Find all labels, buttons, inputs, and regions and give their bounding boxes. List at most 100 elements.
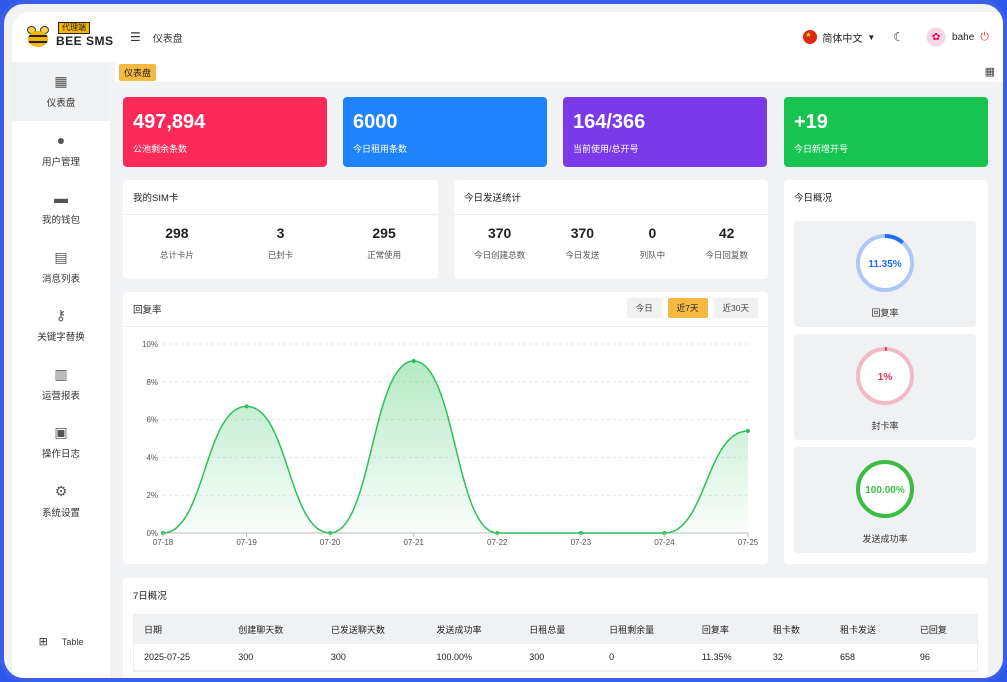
- column-header: 日期: [134, 615, 229, 644]
- table-cell: 32: [762, 644, 830, 671]
- sidebar-item-label: 仪表盘: [46, 98, 76, 110]
- username[interactable]: bahe: [952, 31, 975, 43]
- menu-toggle-icon[interactable]: ☰: [130, 30, 141, 44]
- stat-value: +19: [794, 111, 828, 133]
- stat-value: 497,894: [133, 111, 206, 133]
- column-header: 发送成功率: [426, 615, 520, 644]
- kpi-sent: 370 今日发送: [565, 225, 600, 260]
- reply-rate-panel: 回复率 今日 近7天 近30天 0% 2% 4% 6% 8% 10% 07-18 07-19 0…: [123, 292, 768, 564]
- table-cell: 300: [519, 644, 600, 671]
- sidebar-item-users[interactable]: ● 用户管理: [12, 121, 110, 180]
- reply-rate-chart: 0% 2% 4% 6% 8% 10% 07-18 07-19 07-20 07-21 07-22 07…: [142, 340, 759, 547]
- y-tick-label: 4%: [146, 453, 158, 462]
- ring-reply-rate: 11.35% 回复率: [794, 221, 976, 327]
- sidebar-item-label: 消息列表: [41, 273, 80, 285]
- sidebar-item-reports[interactable]: ▥ 运营报表: [12, 355, 110, 414]
- y-tick-label: 8%: [146, 378, 158, 387]
- language-select[interactable]: 简体中文: [822, 33, 863, 45]
- caret-down-icon[interactable]: ▼: [867, 32, 876, 42]
- panel-title: 我的SIM卡: [123, 180, 438, 215]
- range-today-button[interactable]: 今日: [626, 298, 662, 318]
- sidebar-item-label: 用户管理: [41, 156, 80, 168]
- sidebar-item-dashboard[interactable]: ▦ 仪表盘: [12, 62, 110, 121]
- sidebar-item-label: 运营报表: [41, 390, 80, 402]
- range-30d-button[interactable]: 近30天: [713, 298, 758, 318]
- ring-value: 11.35%: [868, 259, 901, 270]
- stat-card-pool: 497,894 公池剩余条数: [123, 97, 327, 167]
- column-header: 日租总量: [519, 615, 600, 644]
- stat-label: 今日新增开号: [794, 144, 849, 154]
- logo[interactable]: 代理端 BEE SMS: [26, 22, 122, 52]
- send-stats-panel: 今日发送统计 370 今日创建总数 370 今日发送 0 列队中 42 今日回复数: [454, 180, 768, 279]
- sidebar-item-table[interactable]: ⊞ Table: [12, 635, 110, 648]
- ring-label: 发送成功率: [862, 534, 908, 544]
- range-7d-button[interactable]: 近7天: [667, 298, 708, 318]
- column-header: 日租剩余量: [599, 615, 692, 644]
- logout-icon[interactable]: ⏻: [980, 30, 989, 43]
- sidebar-item-messages[interactable]: ▤ 消息列表: [12, 238, 110, 297]
- kpi-blocked-cards: 3 已封卡: [267, 225, 294, 260]
- x-tick-label: 07-25: [738, 538, 759, 547]
- wallet-icon: ▬: [54, 190, 68, 207]
- tab-dashboard[interactable]: 仪表盘: [119, 63, 157, 81]
- dark-mode-icon[interactable]: ☾: [893, 30, 905, 44]
- ring-success-rate: 100.00% 发送成功率: [794, 447, 976, 553]
- table-icon: ⊞: [38, 636, 48, 648]
- stat-label: 今日租用条数: [353, 144, 408, 154]
- sidebar: ▦ 仪表盘 ● 用户管理 ▬ 我的钱包 ▤ 消息列表 ⚷ 关键字替换 ▥ 运营报…: [12, 62, 110, 678]
- data-point: [411, 359, 416, 364]
- y-tick-label: 6%: [146, 416, 158, 425]
- stat-value: 164/366: [573, 111, 646, 133]
- avatar[interactable]: ✿: [926, 27, 947, 47]
- series-line: [162, 360, 749, 534]
- sidebar-item-label: 系统设置: [41, 507, 80, 519]
- sidebar-item-wallet[interactable]: ▬ 我的钱包: [12, 179, 110, 238]
- column-header: 租卡数: [762, 615, 830, 644]
- kpi-normal-cards: 295 正常使用: [367, 225, 402, 260]
- table-cell: 658: [829, 644, 910, 671]
- ring-chart: 1%: [856, 347, 914, 405]
- ring-chart: 11.35%: [856, 234, 914, 292]
- bee-logo-icon: [26, 25, 50, 49]
- sim-panel: 我的SIM卡 298 总计卡片 3 已封卡 295 正常使用: [123, 180, 438, 279]
- table-cell: 100.00%: [426, 644, 520, 671]
- key-icon: ⚷: [55, 307, 67, 324]
- ring-value: 1%: [878, 372, 893, 383]
- logo-name: BEE SMS: [56, 34, 114, 48]
- x-tick-label: 07-20: [320, 538, 341, 547]
- table-cell: 300: [320, 644, 427, 671]
- tab-bar: 仪表盘 ▦: [115, 62, 1003, 82]
- logo-tag: 代理端: [58, 22, 90, 34]
- panel-title: 今日概况: [794, 193, 833, 204]
- stat-card-new: +19 今日新增开号: [784, 97, 988, 167]
- x-tick-label: 07-18: [153, 538, 174, 547]
- top-header: 代理端 BEE SMS ☰ 仪表盘 简体中文 ▼ ☾ ✿ bahe ⏻: [12, 12, 1003, 62]
- stat-value: 6000: [353, 111, 398, 133]
- sidebar-item-logs[interactable]: ▣ 操作日志: [12, 413, 110, 472]
- ring-block-rate: 1% 封卡率: [794, 334, 976, 440]
- grid-icon[interactable]: ▦: [984, 66, 995, 78]
- sidebar-item-keywords[interactable]: ⚷ 关键字替换: [12, 296, 110, 355]
- column-header: 创建聊天数: [228, 615, 321, 644]
- panel-title: 回复率: [123, 292, 768, 327]
- table-cell: 300: [228, 644, 321, 671]
- sidebar-item-label: 操作日志: [41, 449, 80, 461]
- kpi-total-cards: 298 总计卡片: [159, 225, 194, 260]
- china-flag-icon[interactable]: [803, 30, 818, 44]
- sidebar-item-settings[interactable]: ⚙ 系统设置: [12, 472, 110, 531]
- data-point: [746, 428, 750, 433]
- kpi-queued: 0 列队中: [639, 225, 666, 260]
- column-header: 已发送聊天数: [320, 615, 427, 644]
- x-tick-label: 07-19: [236, 538, 257, 547]
- y-tick-label: 10%: [142, 340, 158, 349]
- stat-card-usage: 164/366 当前使用/总开号: [563, 97, 767, 167]
- x-tick-label: 07-21: [403, 538, 424, 547]
- weekly-table: 日期 创建聊天数 已发送聊天数 发送成功率 日租总量 日租剩余量 回复率 租卡数 租卡发送 已回复…: [134, 615, 977, 671]
- column-header: 租卡发送: [829, 615, 910, 644]
- ring-value: 100.00%: [865, 485, 905, 496]
- x-tick-label: 07-22: [487, 538, 508, 547]
- panel-title: 今日发送统计: [454, 180, 768, 215]
- table-cell: 11.35%: [691, 644, 763, 671]
- kpi-created: 370 今日创建总数: [474, 225, 526, 260]
